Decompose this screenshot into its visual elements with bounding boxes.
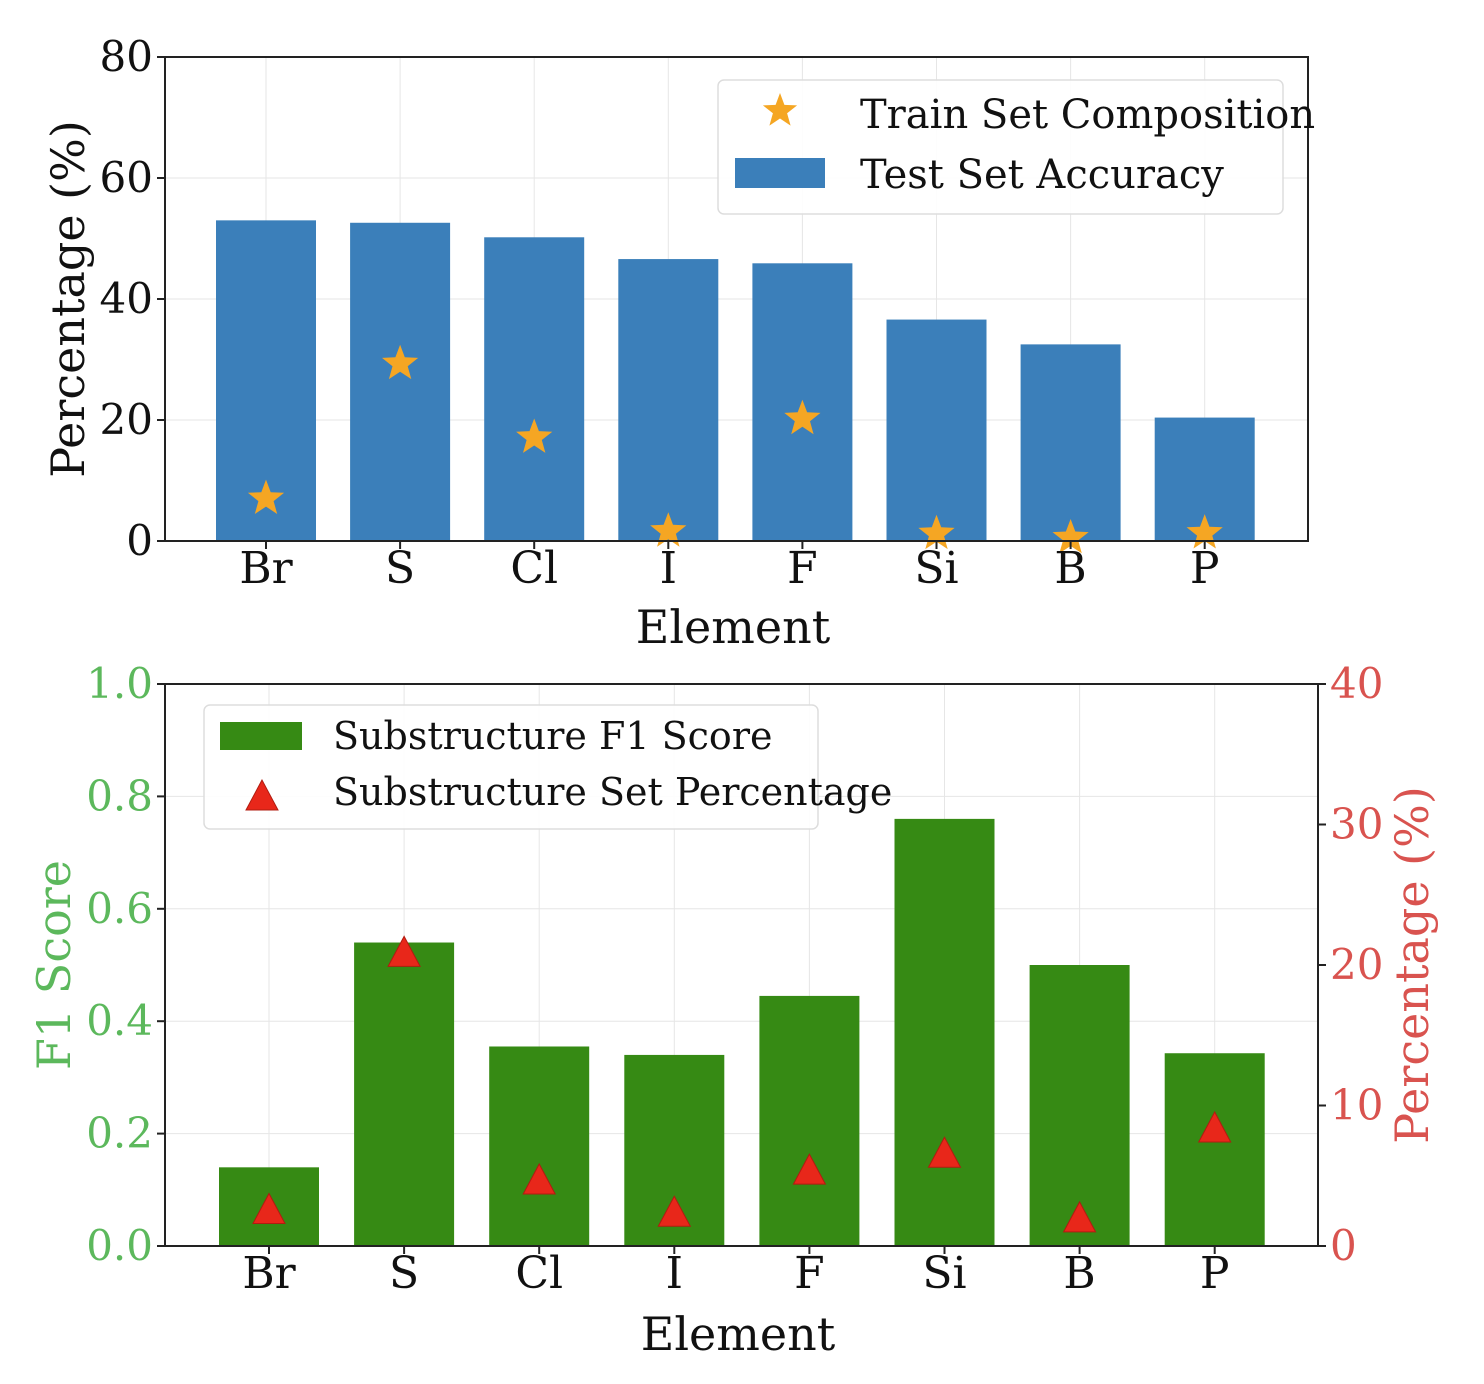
bottom-y-tick-label: 0.4 [86,996,153,1045]
top-y-tick-label: 60 [100,153,153,202]
legend-substructure-set-percentage: Substructure Set Percentage [333,770,892,814]
bottom-x-tick-label: Si [922,1248,966,1299]
top-star-Br [247,479,285,514]
bottom-y-tick-label: 1.0 [86,659,153,708]
bottom-y-tick-label: 0.6 [86,884,153,933]
bottom-left-y-axis-label: F1 Score [27,860,81,1070]
bottom-y2-tick-label: 30 [1330,800,1383,849]
bottom-x-tick-label: Br [242,1248,296,1299]
bottom-triangles [252,935,1232,1233]
bottom-legend-box [203,704,819,830]
bottom-bar-S [354,942,455,1246]
bottom-triangle-F [792,1153,827,1185]
bottom-y-tick-label: 0.2 [86,1109,153,1158]
top-x-ticks: Br S Cl I F Si B P [239,541,1220,594]
legend-substructure-f1-score: Substructure F1 Score [333,714,772,758]
top-x-tick-label: Br [239,543,293,594]
legend-f1-score-swatch [220,722,302,750]
top-bar-B [1020,344,1121,541]
bottom-x-tick-label: P [1200,1248,1230,1299]
top-star-I [650,512,687,547]
top-star-Cl [516,418,553,453]
bottom-bar-P [1164,1053,1265,1246]
bottom-triangle-Si [927,1136,962,1168]
bottom-x-axis-label: Element [641,1307,836,1361]
bottom-y-tick-label: 0.0 [86,1221,153,1270]
top-bars [216,220,1255,542]
top-legend: Train Set Composition Test Set Accuracy [717,79,1315,215]
top-star-F [784,399,821,435]
bottom-left-y-ticks: 0.0 0.2 0.4 0.6 0.8 1.0 [86,659,165,1270]
top-x-axis-label: Element [636,600,831,654]
bottom-legend: Substructure F1 Score Substructure Set P… [203,704,892,830]
bottom-triangle-S [387,935,421,967]
bottom-x-tick-label: Cl [515,1248,563,1299]
top-x-tick-label: B [1054,543,1086,594]
top-y-ticks: 0 20 40 60 80 [100,32,165,565]
top-star-P [1186,514,1223,549]
bottom-triangle-B [1062,1200,1097,1233]
top-y-tick-label: 40 [100,274,153,323]
top-y-tick-label: 80 [100,32,153,81]
bottom-triangle-I [657,1195,692,1227]
top-x-tick-label: Cl [510,543,558,594]
bottom-chart: 0.0 0.2 0.4 0.6 0.8 1.0 0 10 20 30 40 Br S Cl I F Si B P… [27,659,1439,1361]
bottom-x-tick-label: I [666,1248,683,1299]
legend-star-icon [762,93,798,126]
bottom-y2-tick-label: 0 [1330,1221,1357,1270]
bottom-x-tick-label: S [389,1248,419,1299]
top-bar-S [350,222,451,541]
top-bar-Cl [484,237,585,542]
top-y-tick-label: 0 [126,516,153,565]
legend-triangle-icon [245,778,279,811]
bottom-triangle-P [1197,1110,1232,1143]
bottom-bar-F [759,995,860,1246]
top-star-S [382,344,419,380]
top-legend-box [717,79,1284,215]
top-star-Si [918,514,955,550]
top-x-tick-label: P [1190,543,1220,594]
top-x-tick-label: S [385,543,415,594]
top-chart: 0 20 40 60 80 Br S Cl I F Si B P Element Percentage… [41,32,1315,654]
top-x-tick-label: F [787,543,818,594]
top-bar-Si [886,319,987,541]
bottom-x-tick-label: F [794,1248,825,1299]
bottom-y2-tick-label: 20 [1330,940,1383,989]
top-x-tick-label: I [660,543,677,594]
bottom-bar-Si [894,818,995,1246]
bottom-triangle-Br [252,1192,286,1224]
legend-test-accuracy-swatch [735,158,825,188]
bottom-x-tick-label: B [1063,1248,1095,1299]
bottom-y2-tick-label: 10 [1330,1081,1383,1130]
bottom-y2-tick-label: 40 [1330,659,1383,708]
top-y-axis-label: Percentage (%) [41,120,95,478]
bottom-triangle-Cl [522,1162,557,1195]
top-star-B [1052,519,1089,554]
legend-train-set-composition: Train Set Composition [860,92,1315,138]
bottom-right-y-ticks: 0 10 20 30 40 [1318,659,1383,1270]
top-y-tick-label: 20 [100,395,153,444]
top-x-tick-label: Si [914,543,958,594]
bottom-bar-Cl [489,1046,590,1246]
bottom-bars [219,818,1265,1246]
bottom-x-ticks: Br S Cl I F Si B P [242,1246,1230,1299]
bottom-y-tick-label: 0.8 [86,771,153,820]
top-stars [247,344,1223,554]
legend-test-set-accuracy: Test Set Accuracy [860,152,1224,198]
top-bar-I [618,259,719,541]
bottom-bar-B [1029,965,1130,1246]
bottom-right-y-axis-label: Percentage (%) [1385,786,1439,1144]
